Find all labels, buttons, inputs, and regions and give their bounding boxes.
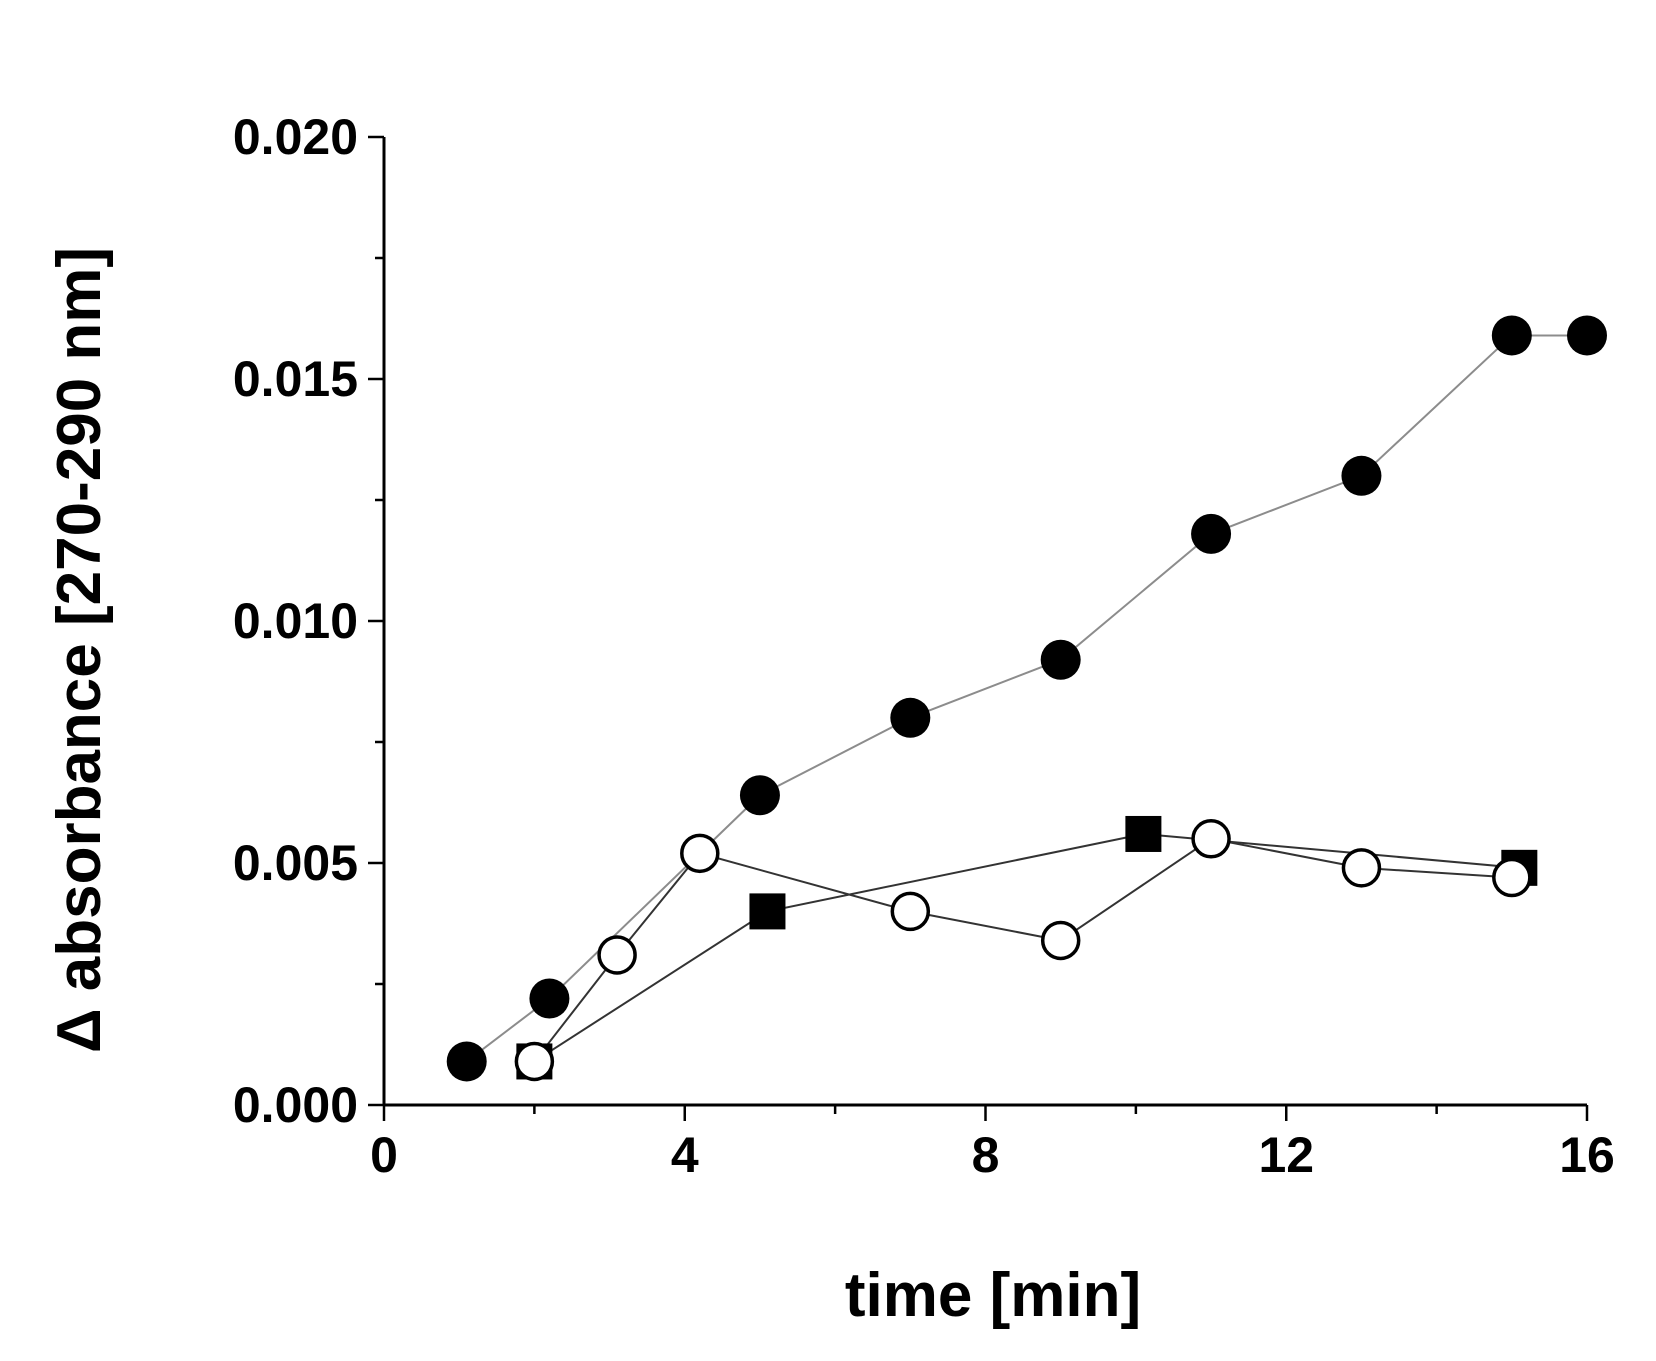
y-tick-label: 0.005 — [233, 835, 358, 891]
data-point-filled-circle — [1567, 315, 1607, 356]
data-point-open-circle — [680, 833, 720, 874]
data-point-open-circle — [597, 935, 637, 975]
axes: 0 4 8 12 16 0.000 0.005 0.010 0.015 0.020 — [233, 109, 1615, 1183]
x-tick-label: 4 — [671, 1127, 699, 1183]
y-tick-label: 0.015 — [233, 351, 358, 407]
y-tick-label: 0.020 — [233, 109, 358, 165]
data-point-filled-circle — [890, 697, 931, 738]
data-point-square — [749, 893, 786, 930]
x-tick-label: 0 — [370, 1127, 398, 1183]
data-point-filled-circle — [1341, 455, 1382, 496]
y-tick-label: 0.000 — [233, 1077, 358, 1133]
series-layer — [446, 315, 1607, 1082]
x-axis-title: time [min] — [845, 1261, 1141, 1330]
data-point-open-circle — [890, 891, 931, 932]
data-point-open-circle — [1492, 857, 1532, 898]
data-point-open-circle — [514, 1041, 555, 1082]
data-point-filled-circle — [446, 1041, 487, 1082]
data-point-open-circle — [1191, 819, 1231, 859]
x-tick-label: 8 — [972, 1127, 1000, 1183]
x-tick-label: 16 — [1559, 1127, 1615, 1183]
data-point-square — [1125, 815, 1162, 852]
data-point-filled-circle — [1491, 315, 1532, 356]
y-tick-label: 0.010 — [233, 593, 358, 649]
data-point-filled-circle — [1040, 639, 1081, 680]
x-tick-label: 12 — [1258, 1127, 1314, 1183]
data-point-filled-circle — [739, 775, 780, 816]
series-line — [533, 837, 1512, 1063]
y-axis-title: Δ absorbance [270-290 nm] — [45, 247, 114, 1053]
data-point-filled-circle — [529, 978, 570, 1019]
data-point-open-circle — [1341, 848, 1382, 888]
data-point-open-circle — [1040, 920, 1081, 961]
series-line — [533, 832, 1520, 1063]
data-point-filled-circle — [1191, 513, 1232, 554]
